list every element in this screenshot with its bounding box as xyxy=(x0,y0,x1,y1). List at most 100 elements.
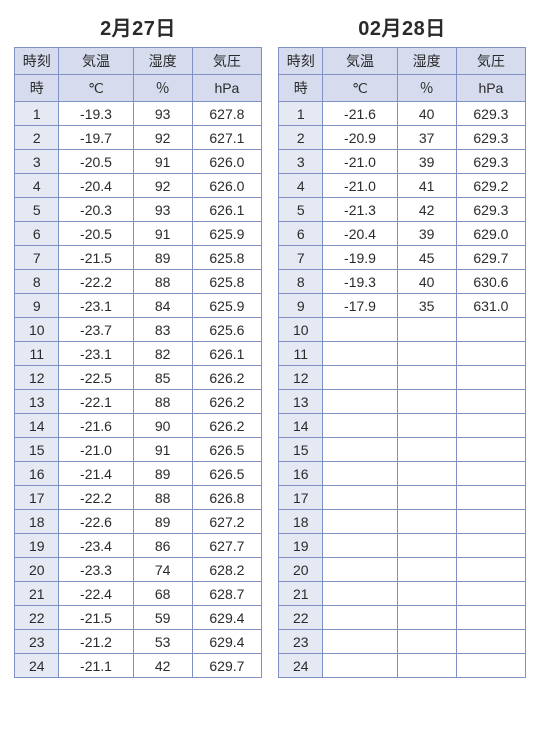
cell-temp: -23.4 xyxy=(59,534,133,558)
cell-hour: 15 xyxy=(279,438,323,462)
table-row: 17 xyxy=(279,486,526,510)
cell-temp xyxy=(323,438,397,462)
cell-press: 626.2 xyxy=(192,414,261,438)
table-row: 8-22.288625.8 xyxy=(15,270,262,294)
table-row: 1-19.393627.8 xyxy=(15,102,262,126)
cell-press xyxy=(456,414,525,438)
cell-press: 626.8 xyxy=(192,486,261,510)
cell-hour: 8 xyxy=(15,270,59,294)
cell-temp: -20.9 xyxy=(323,126,397,150)
header-row-units: 時℃％hPa xyxy=(279,75,526,102)
cell-hour: 5 xyxy=(279,198,323,222)
cell-temp xyxy=(323,510,397,534)
cell-hum xyxy=(397,366,456,390)
cell-press: 629.3 xyxy=(456,102,525,126)
table-row: 4-21.041629.2 xyxy=(279,174,526,198)
table-row: 6-20.439629.0 xyxy=(279,222,526,246)
cell-hour: 23 xyxy=(279,630,323,654)
cell-temp: -17.9 xyxy=(323,294,397,318)
cell-press: 629.0 xyxy=(456,222,525,246)
cell-hum xyxy=(397,414,456,438)
cell-press: 629.2 xyxy=(456,174,525,198)
col-unit-hum: ％ xyxy=(133,75,192,102)
table-row: 24 xyxy=(279,654,526,678)
cell-temp: -20.5 xyxy=(59,150,133,174)
table-row: 16-21.489626.5 xyxy=(15,462,262,486)
col-label-press: 気圧 xyxy=(192,48,261,75)
cell-temp xyxy=(323,390,397,414)
cell-press: 625.9 xyxy=(192,294,261,318)
table-row: 16 xyxy=(279,462,526,486)
cell-press: 629.3 xyxy=(456,126,525,150)
cell-hour: 10 xyxy=(15,318,59,342)
day-title: 02月28日 xyxy=(278,12,526,41)
cell-hum: 88 xyxy=(133,270,192,294)
cell-hour: 17 xyxy=(15,486,59,510)
cell-hour: 7 xyxy=(279,246,323,270)
table-row: 14-21.690626.2 xyxy=(15,414,262,438)
table-row: 9-23.184625.9 xyxy=(15,294,262,318)
weather-table: 時刻気温湿度気圧時℃％hPa1-19.393627.82-19.792627.1… xyxy=(14,47,262,678)
col-label-temp: 気温 xyxy=(323,48,397,75)
cell-temp xyxy=(323,654,397,678)
col-unit-hour: 時 xyxy=(279,75,323,102)
cell-hum: 82 xyxy=(133,342,192,366)
table-row: 7-21.589625.8 xyxy=(15,246,262,270)
table-row: 23-21.253629.4 xyxy=(15,630,262,654)
cell-press: 627.1 xyxy=(192,126,261,150)
cell-temp: -21.5 xyxy=(59,606,133,630)
cell-hum xyxy=(397,342,456,366)
table-row: 19-23.486627.7 xyxy=(15,534,262,558)
col-label-hum: 湿度 xyxy=(133,48,192,75)
cell-hum: 41 xyxy=(397,174,456,198)
cell-hum: 83 xyxy=(133,318,192,342)
table-row: 17-22.288626.8 xyxy=(15,486,262,510)
cell-press: 631.0 xyxy=(456,294,525,318)
cell-temp: -21.6 xyxy=(59,414,133,438)
cell-hour: 18 xyxy=(15,510,59,534)
cell-temp: -23.1 xyxy=(59,342,133,366)
cell-press: 627.2 xyxy=(192,510,261,534)
header-row-labels: 時刻気温湿度気圧 xyxy=(279,48,526,75)
cell-hour: 20 xyxy=(279,558,323,582)
cell-hour: 2 xyxy=(15,126,59,150)
cell-hum: 86 xyxy=(133,534,192,558)
cell-press xyxy=(456,318,525,342)
cell-hour: 22 xyxy=(279,606,323,630)
cell-temp xyxy=(323,534,397,558)
cell-hum: 53 xyxy=(133,630,192,654)
cell-temp: -23.1 xyxy=(59,294,133,318)
cell-temp: -22.4 xyxy=(59,582,133,606)
cell-press: 626.1 xyxy=(192,198,261,222)
cell-hum xyxy=(397,558,456,582)
cell-hour: 24 xyxy=(279,654,323,678)
cell-press xyxy=(456,654,525,678)
table-row: 11-23.182626.1 xyxy=(15,342,262,366)
cell-press: 625.6 xyxy=(192,318,261,342)
cell-hour: 10 xyxy=(279,318,323,342)
cell-temp: -19.3 xyxy=(59,102,133,126)
cell-temp xyxy=(323,342,397,366)
table-row: 5-21.342629.3 xyxy=(279,198,526,222)
cell-press: 626.1 xyxy=(192,342,261,366)
cell-hour: 9 xyxy=(279,294,323,318)
table-row: 10-23.783625.6 xyxy=(15,318,262,342)
cell-press: 628.7 xyxy=(192,582,261,606)
cell-temp xyxy=(323,462,397,486)
cell-press xyxy=(456,462,525,486)
cell-hum: 84 xyxy=(133,294,192,318)
cell-temp: -19.3 xyxy=(323,270,397,294)
table-row: 12 xyxy=(279,366,526,390)
cell-hour: 14 xyxy=(15,414,59,438)
table-row: 20 xyxy=(279,558,526,582)
col-unit-hum: ％ xyxy=(397,75,456,102)
cell-press: 630.6 xyxy=(456,270,525,294)
cell-hum xyxy=(397,630,456,654)
col-unit-press: hPa xyxy=(192,75,261,102)
cell-hour: 14 xyxy=(279,414,323,438)
cell-hour: 4 xyxy=(279,174,323,198)
cell-temp: -23.3 xyxy=(59,558,133,582)
cell-hour: 5 xyxy=(15,198,59,222)
table-row: 21-22.468628.7 xyxy=(15,582,262,606)
col-unit-press: hPa xyxy=(456,75,525,102)
